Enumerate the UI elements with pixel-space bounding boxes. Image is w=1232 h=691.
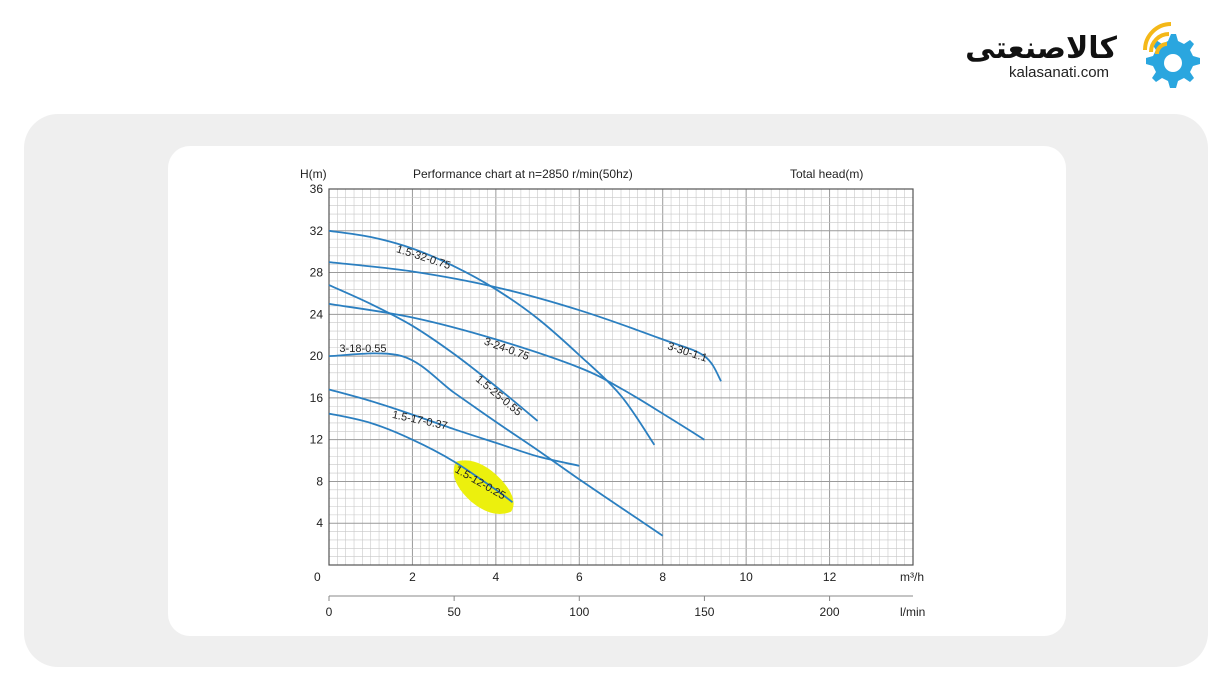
x2-tick-label: 200 [820,605,840,619]
y-tick-label: 28 [310,266,324,280]
y-zero-label: 0 [314,570,321,584]
y-tick-label: 32 [310,224,324,238]
x2-tick-label: 150 [694,605,714,619]
curve-label-3-30-1.1: 3-30-1.1 [666,341,709,365]
curve-label-1.5-17-0.37: 1.5-17-0.37 [391,409,449,432]
x-tick-label: 2 [409,570,416,584]
curve-label-3-18-0.55: 3-18-0.55 [339,343,386,355]
y-axis-label: H(m) [300,167,327,181]
x2-tick-label: 0 [326,605,333,619]
brand-logo: کالاصنعتی kalasanati.com [965,20,1217,92]
y-tick-label: 16 [310,391,324,405]
x-tick-label: 10 [739,570,753,584]
x2-axis-label: l/min [900,605,925,619]
label-highlight [453,460,514,515]
curve-1.5-25-0.55 [328,284,539,422]
y-tick-label: 20 [310,349,324,363]
x-tick-label: 8 [659,570,666,584]
brand-url: kalasanati.com [1009,64,1110,81]
y-tick-label: 4 [316,516,323,530]
x-tick-label: 6 [576,570,583,584]
curve-1.5-17-0.37 [328,388,580,467]
brand-name: کالاصنعتی [965,31,1117,66]
chart-title: Performance chart at n=2850 r/min(50hz) [413,167,633,181]
x-axis-label: m³/h [900,570,924,584]
x-tick-label: 12 [823,570,837,584]
y-tick-label: 36 [310,182,324,196]
chart-right-title: Total head(m) [790,167,863,181]
x-tick-label: 4 [493,570,500,584]
y-tick-label: 8 [316,474,323,488]
wifi-gear-icon [1143,22,1200,88]
curve-1.5-12-0.25 [328,412,514,504]
curve-3-18-0.55 [328,352,664,537]
curve-label-3-24-0.75: 3-24-0.75 [482,336,530,363]
plot-border [328,188,914,566]
y-tick-label: 12 [310,433,324,447]
x2-tick-label: 100 [569,605,589,619]
x2-tick-label: 50 [447,605,461,619]
curve-3-30-1.1 [328,261,722,382]
curve-3-24-0.75 [328,303,705,441]
y-tick-label: 24 [310,307,324,321]
curve-1.5-32-0.75 [328,229,656,446]
